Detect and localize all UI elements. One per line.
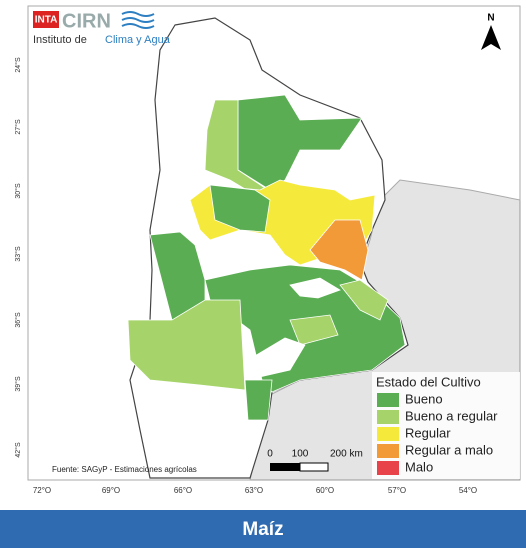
longitude-label: 60°O bbox=[316, 486, 334, 495]
scale-bar-black bbox=[270, 463, 300, 471]
latitude-label: 30°S bbox=[14, 183, 22, 199]
longitude-label: 72°O bbox=[33, 486, 51, 495]
longitude-label: 54°O bbox=[459, 486, 477, 495]
region-no-data bbox=[289, 277, 341, 299]
latitude-label: 24°S bbox=[14, 57, 22, 73]
legend-title: Estado del Cultivo bbox=[376, 374, 481, 389]
longitude-label: 63°O bbox=[245, 486, 263, 495]
latitude-label: 39°S bbox=[14, 376, 22, 392]
legend-swatch bbox=[377, 461, 399, 475]
north-arrow bbox=[481, 25, 501, 50]
region-bueno bbox=[237, 94, 363, 191]
region-bueno-regular bbox=[289, 314, 339, 346]
legend-label: Malo bbox=[405, 459, 433, 474]
legend-label: Regular a malo bbox=[405, 442, 493, 457]
region-bueno-regular bbox=[339, 279, 389, 321]
logo-badge: INTA bbox=[35, 15, 58, 26]
latitude-label: 27°S bbox=[14, 119, 22, 135]
legend-swatch bbox=[377, 393, 399, 407]
region-bueno-regular bbox=[127, 299, 246, 391]
latitude-label: 33°S bbox=[14, 246, 22, 262]
footer-bar bbox=[0, 510, 526, 548]
latitude-label: 42°S bbox=[14, 442, 22, 458]
logo-waves bbox=[121, 11, 155, 29]
source: Fuente: SAGyP - Estimaciones agrícolas bbox=[52, 465, 197, 474]
logo-name: CIRN bbox=[62, 10, 111, 32]
legend-label: Bueno bbox=[405, 391, 443, 406]
scale-label: 0 bbox=[267, 449, 273, 460]
longitude-label: 69°O bbox=[102, 486, 120, 495]
north-label: N bbox=[487, 13, 494, 24]
legend-swatch bbox=[377, 444, 399, 458]
legend-label: Bueno a regular bbox=[405, 408, 498, 423]
region-regular-malo bbox=[309, 219, 369, 281]
latitude-label: 36°S bbox=[14, 312, 22, 328]
regions bbox=[127, 94, 406, 421]
scale-bar-white bbox=[299, 462, 329, 472]
region-no-data bbox=[247, 337, 306, 379]
region-bueno bbox=[209, 184, 271, 233]
scale-label: 100 bbox=[292, 449, 309, 460]
logo-highlight: Clima y Agua bbox=[105, 34, 171, 46]
logo-badge-bg bbox=[33, 11, 59, 28]
scale-label: 200 km bbox=[330, 449, 363, 460]
region-bueno bbox=[244, 379, 273, 421]
legend-label: Regular bbox=[405, 425, 451, 440]
legend-swatch bbox=[377, 427, 399, 441]
longitude-label: 66°O bbox=[174, 486, 192, 495]
logo-institute: Instituto de bbox=[33, 34, 87, 46]
legend-swatch bbox=[377, 410, 399, 424]
longitude-label: 57°O bbox=[388, 486, 406, 495]
footer-title: Maíz bbox=[242, 519, 283, 540]
